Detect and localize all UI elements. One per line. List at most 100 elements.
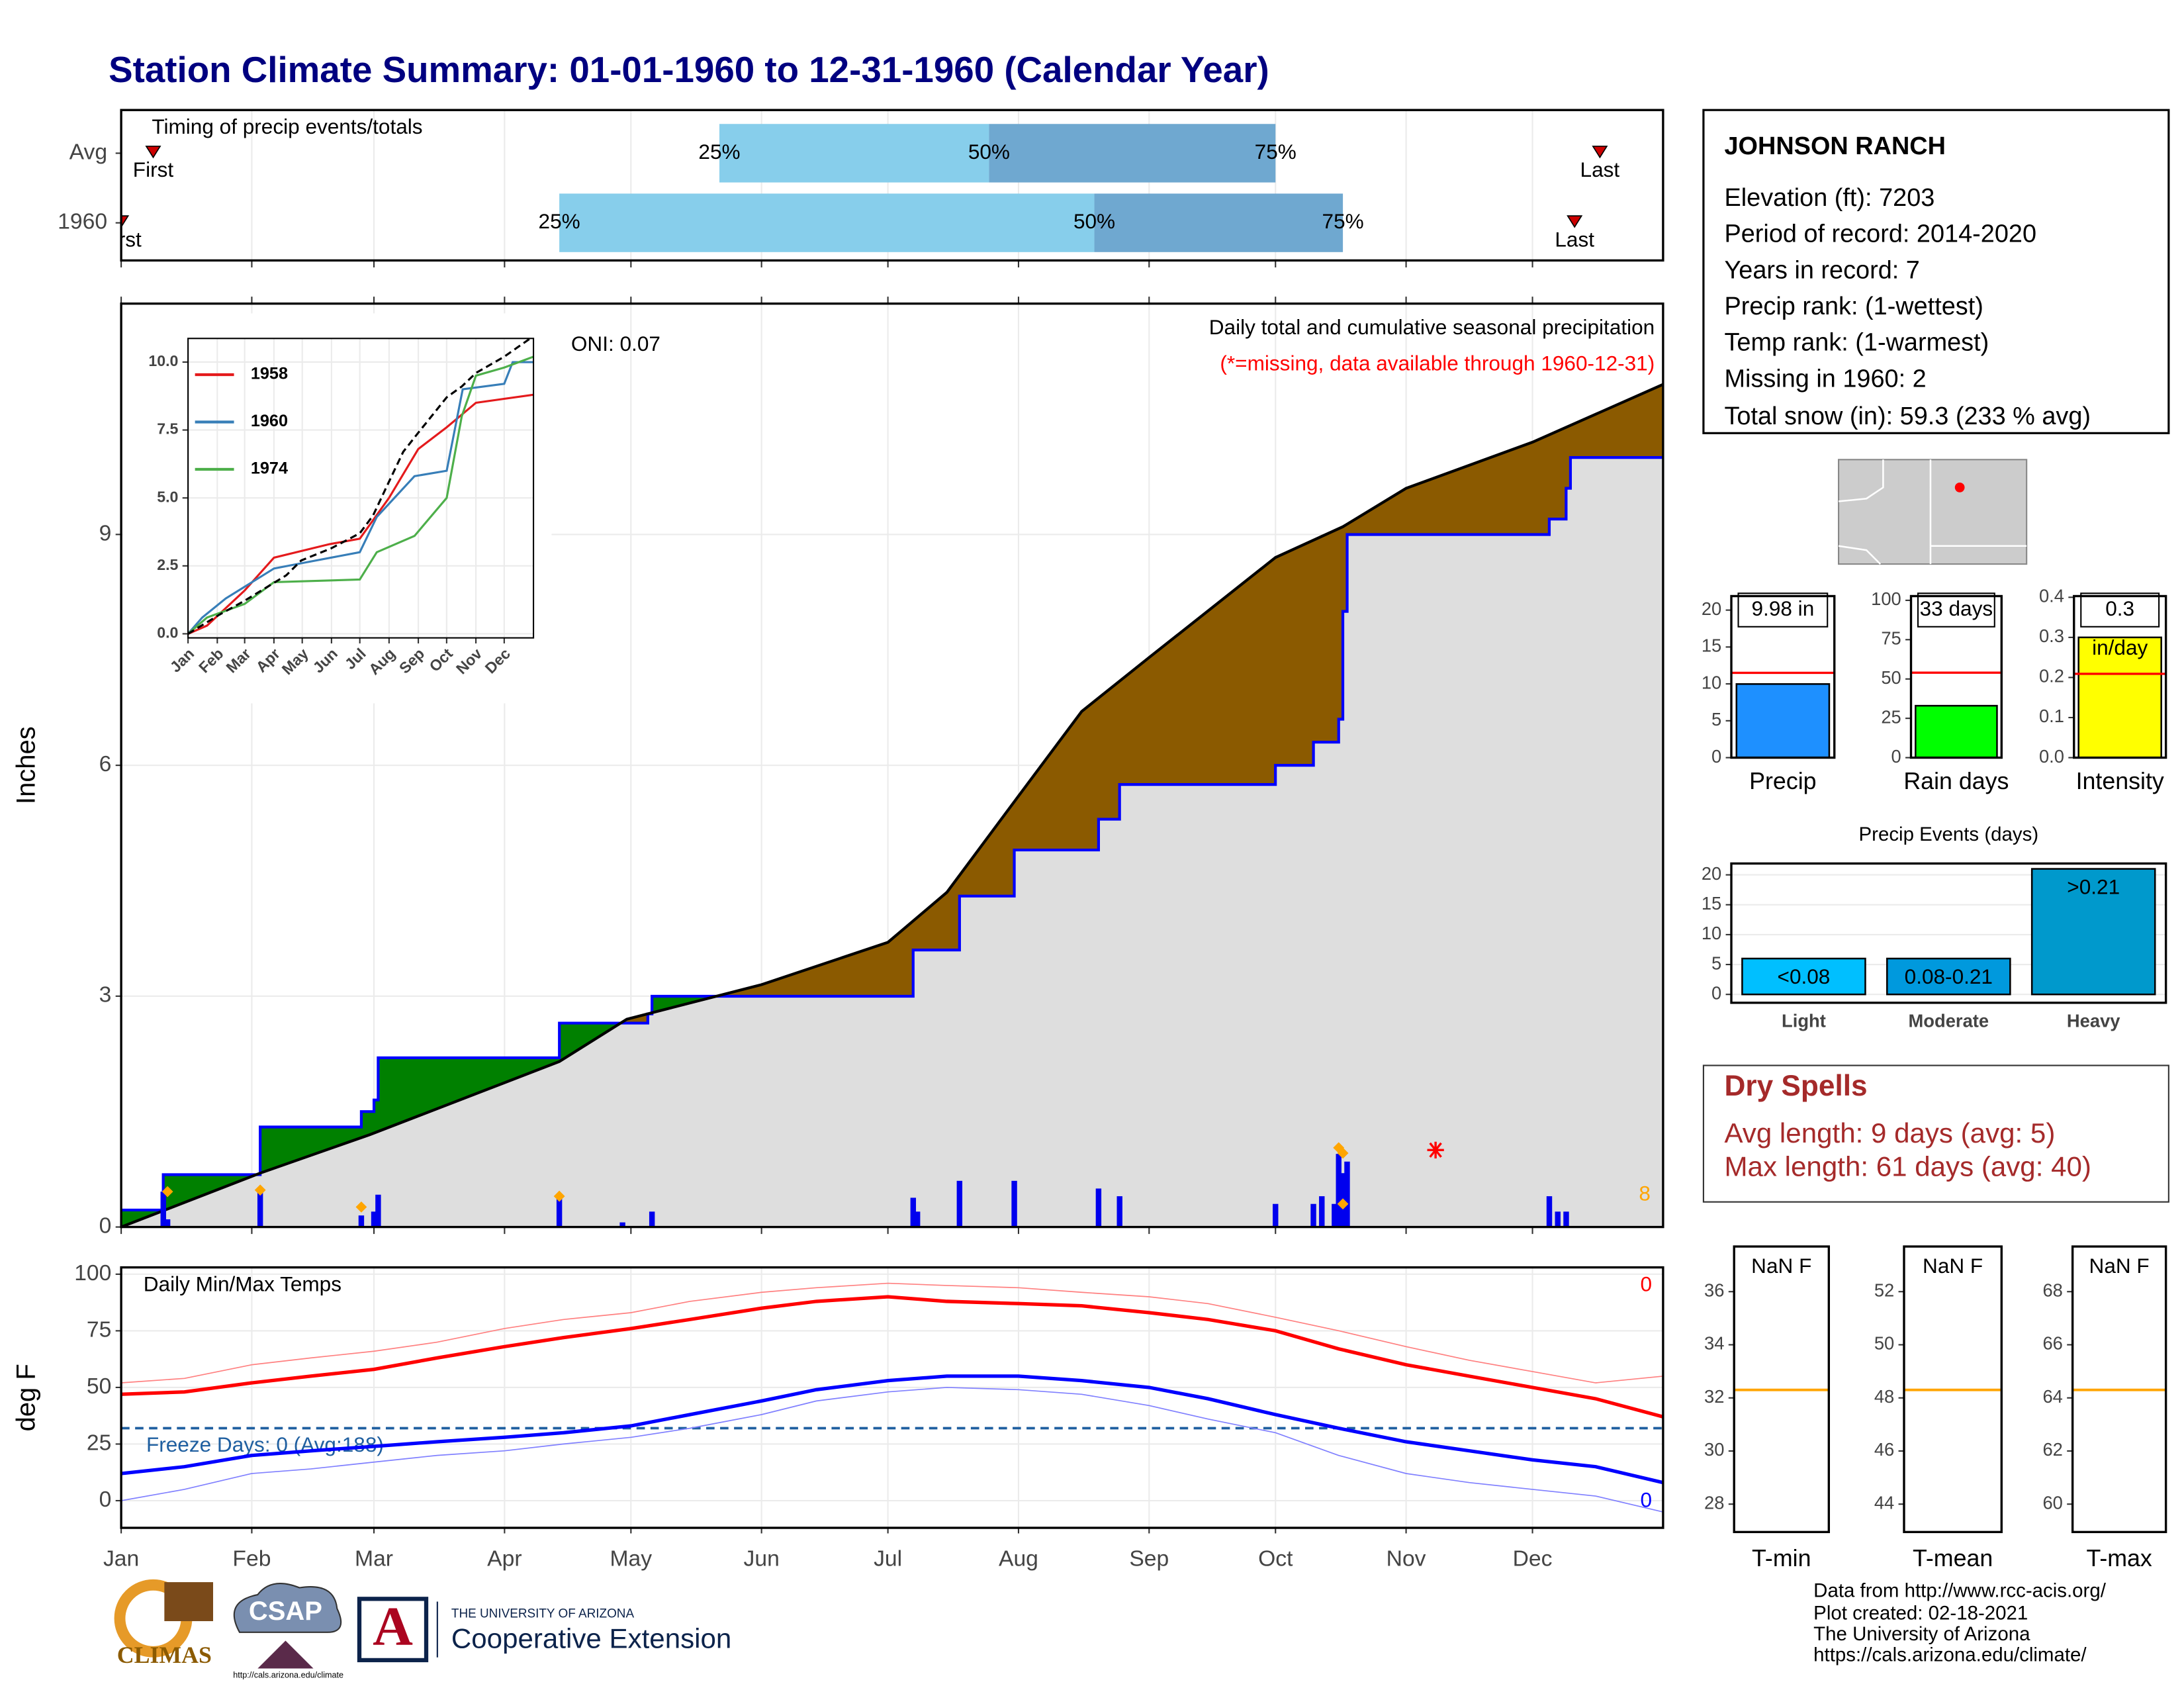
daily-bar bbox=[164, 1219, 171, 1227]
logo-text: CLIMAS bbox=[117, 1642, 212, 1668]
logo-shape bbox=[164, 1582, 214, 1622]
category-label: T-max bbox=[2086, 1545, 2152, 1571]
x-tick-label: Sep bbox=[1129, 1546, 1169, 1571]
y-tick-label: 0.0 bbox=[2039, 746, 2064, 767]
logo-text: CSAP bbox=[249, 1597, 322, 1626]
series-line bbox=[188, 361, 534, 635]
value-label: 9.98 in bbox=[1752, 596, 1815, 620]
y-tick-label: 44 bbox=[1874, 1492, 1894, 1513]
dry-spells-line: Avg length: 9 days (avg: 5) bbox=[1724, 1117, 2055, 1149]
value-label: 0.3 bbox=[2105, 596, 2134, 620]
y-tick-label: 32 bbox=[1704, 1386, 1724, 1407]
plot-frame bbox=[1730, 862, 2167, 1004]
logo-text: THE UNIVERSITY OF ARIZONA bbox=[451, 1607, 635, 1620]
series-line bbox=[121, 1282, 1663, 1383]
bar-label: 0.08-0.21 bbox=[1905, 964, 1993, 988]
bar bbox=[1915, 704, 1998, 759]
station-line: Precip rank: (1-wettest) bbox=[1724, 293, 1983, 320]
dry-spells-box bbox=[1702, 1064, 2169, 1203]
y-tick-label: 60 bbox=[2042, 1492, 2062, 1513]
record-marker bbox=[1337, 1198, 1349, 1210]
category-label: Light bbox=[1782, 1011, 1826, 1031]
percentile-label: 75% bbox=[1255, 140, 1297, 164]
series-line bbox=[188, 355, 534, 635]
series-line bbox=[121, 1387, 1663, 1513]
daily-bar bbox=[956, 1180, 963, 1227]
y-tick-label: 66 bbox=[2042, 1333, 2062, 1354]
y-tick-label: 100 bbox=[1871, 588, 1901, 609]
x-tick-label: Jul bbox=[874, 1546, 902, 1571]
y-tick-label: 68 bbox=[2042, 1280, 2062, 1300]
y-tick-label: 10 bbox=[1702, 923, 1721, 943]
station-dot bbox=[1954, 483, 1965, 492]
chart-subtitle: (*=missing, data available through 1960-… bbox=[1220, 352, 1655, 375]
category-label: T-mean bbox=[1913, 1545, 1993, 1571]
y-tick-label: 0.0 bbox=[157, 624, 178, 641]
daily-bar bbox=[257, 1188, 263, 1227]
dry-spells-title: Dry Spells bbox=[1724, 1070, 1867, 1102]
freeze-label: Freeze Days: 0 (Avg:188) bbox=[146, 1432, 384, 1456]
y-tick-label: 36 bbox=[1704, 1280, 1724, 1300]
y-tick-label: 48 bbox=[1874, 1386, 1894, 1407]
station-line: Total snow (in): 59.3 (233 % avg) bbox=[1724, 402, 2091, 430]
plot-frame bbox=[1909, 594, 2003, 759]
series-line bbox=[188, 338, 533, 635]
map-land bbox=[1838, 459, 2028, 565]
y-tick-label: 7.5 bbox=[157, 420, 178, 438]
plot-frame bbox=[1730, 594, 1836, 759]
daily-bar bbox=[914, 1211, 921, 1227]
csap-logo: CSAP http://cals.arizona.edu/climate bbox=[233, 1583, 343, 1679]
y-tick-label: 10 bbox=[1702, 672, 1721, 692]
station-line: Temp rank: (1-warmest) bbox=[1724, 329, 1989, 357]
bar bbox=[2077, 636, 2162, 759]
count-label: 0 bbox=[1640, 1272, 1652, 1295]
percentile-label: 50% bbox=[1073, 209, 1115, 233]
plot-frame bbox=[1733, 1245, 1831, 1534]
event-label: First bbox=[101, 227, 142, 251]
ua-logo: A THE UNIVERSITY OF ARIZONA Cooperative … bbox=[357, 1596, 731, 1663]
daily-bar bbox=[1344, 1161, 1350, 1227]
y-tick-label: 0.1 bbox=[2039, 706, 2064, 726]
y-tick-label: 3 bbox=[99, 983, 112, 1008]
logo-shape bbox=[357, 1597, 429, 1663]
locator-map bbox=[1838, 459, 2028, 565]
logo-text: Cooperative Extension bbox=[451, 1623, 731, 1654]
missing-marker bbox=[1427, 1141, 1444, 1158]
daily-bar bbox=[1332, 1203, 1338, 1227]
page-title: Station Climate Summary: 01-01-1960 to 1… bbox=[109, 49, 1269, 90]
y-tick-label: 34 bbox=[1704, 1333, 1724, 1354]
timing-rows: 25% 50% 75% First Last 25% 50% 75% First Last bbox=[101, 124, 1619, 252]
range-bar bbox=[559, 193, 1095, 252]
daily-bar bbox=[1116, 1196, 1122, 1227]
y-tick-label: 15 bbox=[1702, 893, 1721, 914]
bar bbox=[2030, 868, 2156, 996]
daily-bar bbox=[1563, 1211, 1569, 1227]
bar-label: <0.08 bbox=[1778, 964, 1831, 988]
y-tick-label: 5.0 bbox=[157, 488, 178, 505]
chart-title: Daily total and cumulative seasonal prec… bbox=[1209, 315, 1655, 339]
chart-title: Timing of precip events/totals bbox=[152, 115, 422, 138]
y-tick-label: 6 bbox=[99, 752, 112, 776]
y-tick-label: 25 bbox=[1881, 706, 1901, 727]
y-tick-label: 15 bbox=[1702, 635, 1721, 656]
event-marker bbox=[1567, 215, 1583, 228]
y-tick-label: 20 bbox=[1702, 863, 1721, 884]
y-axis-title: Inches bbox=[12, 726, 41, 804]
y-tick-label: 0.2 bbox=[2039, 666, 2064, 686]
daily-bar bbox=[649, 1211, 655, 1227]
daily-bar bbox=[910, 1197, 917, 1227]
x-tick-label: Feb bbox=[232, 1546, 271, 1571]
category-label: Moderate bbox=[1909, 1011, 1989, 1031]
category-label: Precip bbox=[1749, 768, 1816, 794]
logo-text: A bbox=[373, 1596, 413, 1658]
plot-frame bbox=[2073, 594, 2167, 759]
credit: Plot created: 02-18-2021 bbox=[1813, 1602, 2028, 1624]
daily-bar bbox=[1310, 1203, 1316, 1227]
cumulative-line bbox=[120, 383, 1664, 1229]
x-tick-label: Nov bbox=[1387, 1546, 1426, 1571]
y-tick-label: 0 bbox=[99, 1487, 112, 1512]
chart-title: Precip Events (days) bbox=[1859, 823, 2039, 845]
x-tick-label: Jun bbox=[744, 1546, 780, 1571]
category-label: T-min bbox=[1752, 1545, 1811, 1571]
cumulative-line bbox=[121, 456, 1663, 1212]
